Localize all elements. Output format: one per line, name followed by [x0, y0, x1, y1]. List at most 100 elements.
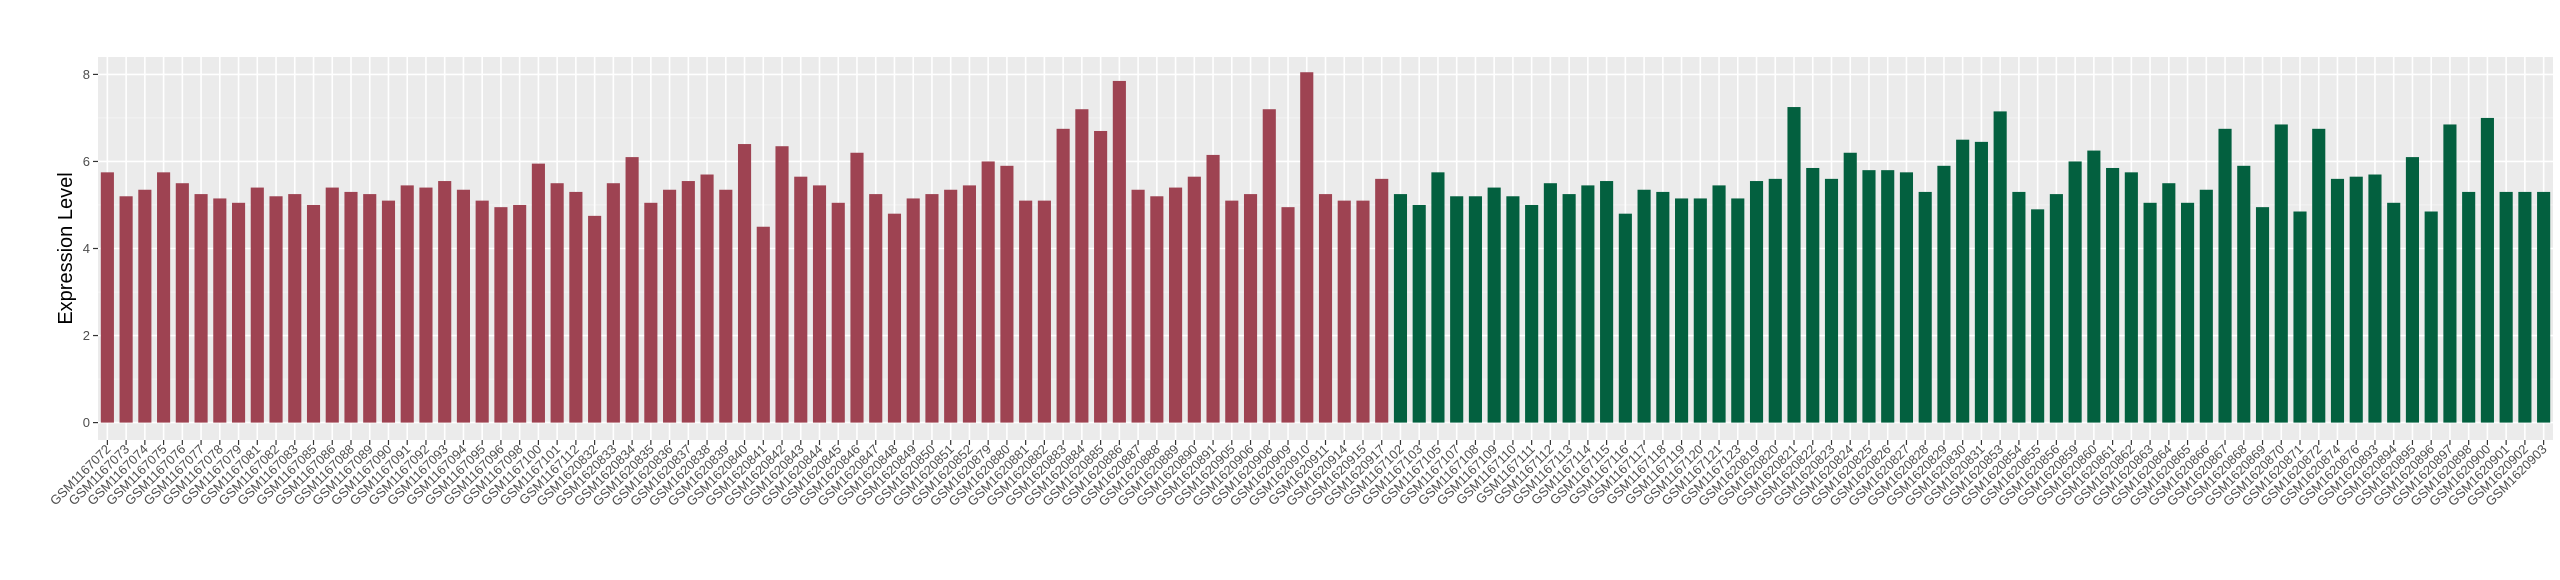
bar	[1749, 181, 1764, 423]
bar	[1600, 181, 1614, 423]
bar	[419, 187, 433, 423]
bar	[1000, 165, 1014, 423]
bar	[2031, 209, 2045, 423]
y-tick-label: 6	[83, 154, 90, 169]
bar	[2405, 157, 2420, 423]
bar	[1506, 196, 1520, 423]
bar	[1243, 194, 1258, 423]
y-tick-label: 8	[83, 67, 90, 82]
bar	[1375, 178, 1389, 423]
bar	[1225, 200, 1239, 423]
bar	[606, 183, 620, 423]
bar	[1431, 172, 1445, 423]
bar	[1206, 154, 1220, 423]
bar	[775, 146, 789, 423]
bar	[1094, 130, 1108, 423]
bar	[663, 189, 677, 423]
bar	[1562, 194, 1576, 423]
x-axis: GSM1167072GSM1167073GSM1167074GSM1167075…	[47, 440, 2550, 509]
bar	[1768, 178, 1782, 423]
y-tick-label: 4	[83, 241, 90, 256]
bar	[625, 157, 639, 423]
bar	[194, 194, 208, 423]
bar	[1131, 189, 1145, 423]
bar	[1525, 204, 1539, 423]
bar	[2387, 202, 2401, 423]
bar	[269, 196, 283, 423]
bar	[2162, 183, 2176, 423]
bar	[381, 200, 396, 423]
bar	[1468, 196, 1482, 423]
bar	[288, 194, 302, 423]
bar	[119, 196, 133, 423]
bar	[981, 161, 995, 423]
bar	[1356, 200, 1370, 423]
bar	[494, 207, 508, 423]
bar	[157, 172, 171, 423]
bar	[2012, 191, 2026, 423]
bar	[1581, 185, 1595, 423]
bar	[1974, 141, 1988, 423]
bar	[812, 185, 827, 423]
bar	[1056, 128, 1070, 423]
bar	[325, 187, 339, 423]
bar	[2443, 124, 2457, 423]
bar	[531, 163, 545, 423]
bar	[400, 185, 414, 423]
bar	[644, 202, 658, 423]
bar	[231, 202, 246, 423]
bar	[2462, 191, 2476, 423]
bar	[1037, 200, 1051, 423]
bar	[2068, 161, 2082, 423]
bar	[1862, 170, 1876, 423]
bar	[2424, 211, 2438, 423]
bar	[2237, 165, 2251, 423]
bar	[2480, 117, 2494, 423]
bar	[2349, 176, 2363, 423]
bar	[363, 194, 377, 423]
bar	[1112, 80, 1126, 423]
bar	[2087, 150, 2101, 423]
bar	[100, 172, 114, 423]
bar	[306, 204, 321, 423]
bar	[2518, 191, 2532, 423]
bar	[737, 144, 752, 423]
bar	[1543, 183, 1557, 423]
bar	[1019, 200, 1033, 423]
bar	[344, 191, 358, 423]
bar	[887, 213, 902, 423]
bar	[513, 204, 527, 423]
y-axis: 0 2 4 6 8	[83, 67, 98, 430]
bar	[1787, 107, 1801, 423]
bar	[1300, 72, 1314, 423]
bar	[2274, 124, 2288, 423]
bar	[1993, 111, 2007, 423]
bar	[944, 189, 958, 423]
bar	[756, 226, 770, 423]
bar	[2199, 189, 2213, 423]
bar	[2293, 211, 2307, 423]
bar	[1918, 191, 1932, 423]
bar	[250, 187, 264, 423]
bar	[138, 189, 152, 423]
bar	[1450, 196, 1464, 423]
bar	[2143, 202, 2157, 423]
bar	[1262, 109, 1276, 423]
bar	[831, 202, 845, 423]
bar	[869, 194, 883, 423]
bar	[1393, 194, 1408, 423]
bar	[1169, 187, 1183, 423]
bar	[700, 174, 714, 423]
bar	[1618, 213, 1632, 423]
bar	[1412, 204, 1426, 423]
bar	[2106, 167, 2120, 423]
bar	[1937, 165, 1951, 423]
bar	[2181, 202, 2195, 423]
bar	[925, 194, 939, 423]
bar	[438, 181, 452, 423]
bar	[1843, 152, 1857, 423]
bar	[2312, 128, 2326, 423]
bar-series	[100, 72, 2551, 423]
bar	[213, 198, 227, 423]
